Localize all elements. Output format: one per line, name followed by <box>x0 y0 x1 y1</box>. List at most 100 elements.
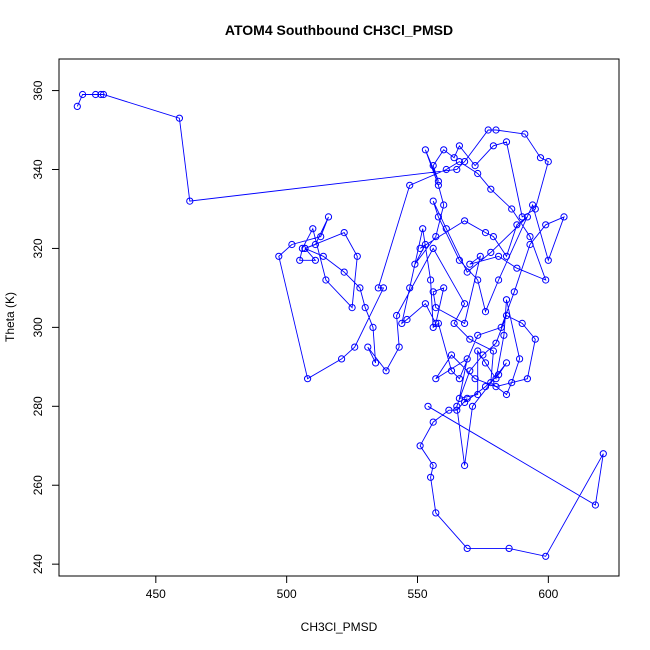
data-point <box>463 268 471 276</box>
data-point <box>455 394 463 402</box>
data-point <box>416 244 424 252</box>
data-point <box>502 252 511 260</box>
data-point <box>495 276 503 284</box>
data-point <box>502 311 511 320</box>
data-point <box>429 244 437 252</box>
data-point <box>445 406 453 414</box>
data-point <box>403 315 411 324</box>
data-point <box>492 126 500 134</box>
data-point <box>73 102 81 111</box>
chart-title: ATOM4 Southbound CH3Cl_PMSD <box>225 22 453 38</box>
y-tick-label: 240 <box>31 554 45 574</box>
data-point <box>434 177 442 185</box>
data-point <box>432 233 440 241</box>
data-point <box>442 165 450 174</box>
data-point <box>468 402 477 410</box>
data-point <box>97 90 105 99</box>
data-point <box>453 402 461 410</box>
data-point <box>495 371 503 379</box>
data-point <box>481 359 490 367</box>
data-point <box>406 284 414 292</box>
data-point <box>450 319 458 327</box>
data-point <box>481 383 490 391</box>
data-point <box>518 319 526 327</box>
data-point <box>510 288 518 296</box>
data-point <box>351 343 359 351</box>
data-point <box>560 213 568 221</box>
data-point <box>479 351 487 359</box>
data-point <box>502 138 511 146</box>
x-axis-label: CH3Cl_PMSD <box>301 620 378 634</box>
x-tick-label: 500 <box>277 587 297 601</box>
data-point <box>447 351 456 359</box>
data-point <box>466 367 474 375</box>
data-point <box>453 406 461 414</box>
data-point <box>379 284 388 292</box>
data-point <box>461 158 469 166</box>
data-point <box>487 185 495 193</box>
data-point <box>508 379 516 387</box>
data-point <box>440 201 448 209</box>
data-point <box>416 442 424 450</box>
series-line <box>76 94 604 557</box>
data-point <box>523 375 532 383</box>
data-point <box>487 248 495 256</box>
data-point <box>518 213 526 221</box>
data-point <box>513 264 521 272</box>
data-point <box>301 244 309 252</box>
data-point <box>461 319 469 327</box>
data-point <box>421 240 429 249</box>
data-point <box>429 418 437 426</box>
data-point <box>521 130 529 138</box>
x-tick-label: 550 <box>407 587 427 601</box>
data-point <box>526 240 534 249</box>
x-tick-label: 600 <box>538 587 558 601</box>
data-point <box>92 90 100 99</box>
data-point <box>432 509 440 517</box>
data-point <box>186 197 194 205</box>
data-point <box>474 347 482 355</box>
data-point <box>526 233 534 241</box>
data-point <box>516 355 524 363</box>
data-point <box>489 347 497 355</box>
data-point <box>461 461 469 470</box>
data-point <box>304 375 312 383</box>
data-point <box>338 355 346 363</box>
data-point <box>529 201 537 209</box>
data-point <box>322 276 330 284</box>
data-point <box>348 304 356 312</box>
data-point <box>474 331 482 339</box>
data-point <box>432 375 440 383</box>
data-point <box>453 165 461 174</box>
data-point <box>531 335 539 343</box>
data-point <box>440 146 448 154</box>
y-tick-label: 340 <box>31 159 45 179</box>
data-point <box>495 252 503 260</box>
data-point <box>508 205 516 213</box>
data-point <box>502 296 511 304</box>
data-point <box>275 252 283 260</box>
data-point <box>429 197 437 205</box>
data-point <box>461 300 469 308</box>
data-point <box>487 379 495 387</box>
data-point <box>419 225 427 233</box>
data-point <box>432 304 440 312</box>
data-point <box>505 544 513 553</box>
data-point <box>542 276 550 284</box>
data-point <box>536 154 545 162</box>
data-point <box>455 256 463 264</box>
data-point <box>429 162 437 170</box>
data-point <box>372 359 380 367</box>
data-point <box>353 252 361 260</box>
data-point <box>317 233 325 241</box>
data-point <box>455 158 463 166</box>
data-point <box>455 142 463 150</box>
data-point <box>288 240 296 249</box>
data-point <box>79 90 87 99</box>
data-point <box>500 331 508 339</box>
data-point <box>484 126 492 134</box>
y-axis-label: Theta (K) <box>3 292 17 342</box>
data-point <box>434 181 442 189</box>
data-point <box>463 544 471 553</box>
